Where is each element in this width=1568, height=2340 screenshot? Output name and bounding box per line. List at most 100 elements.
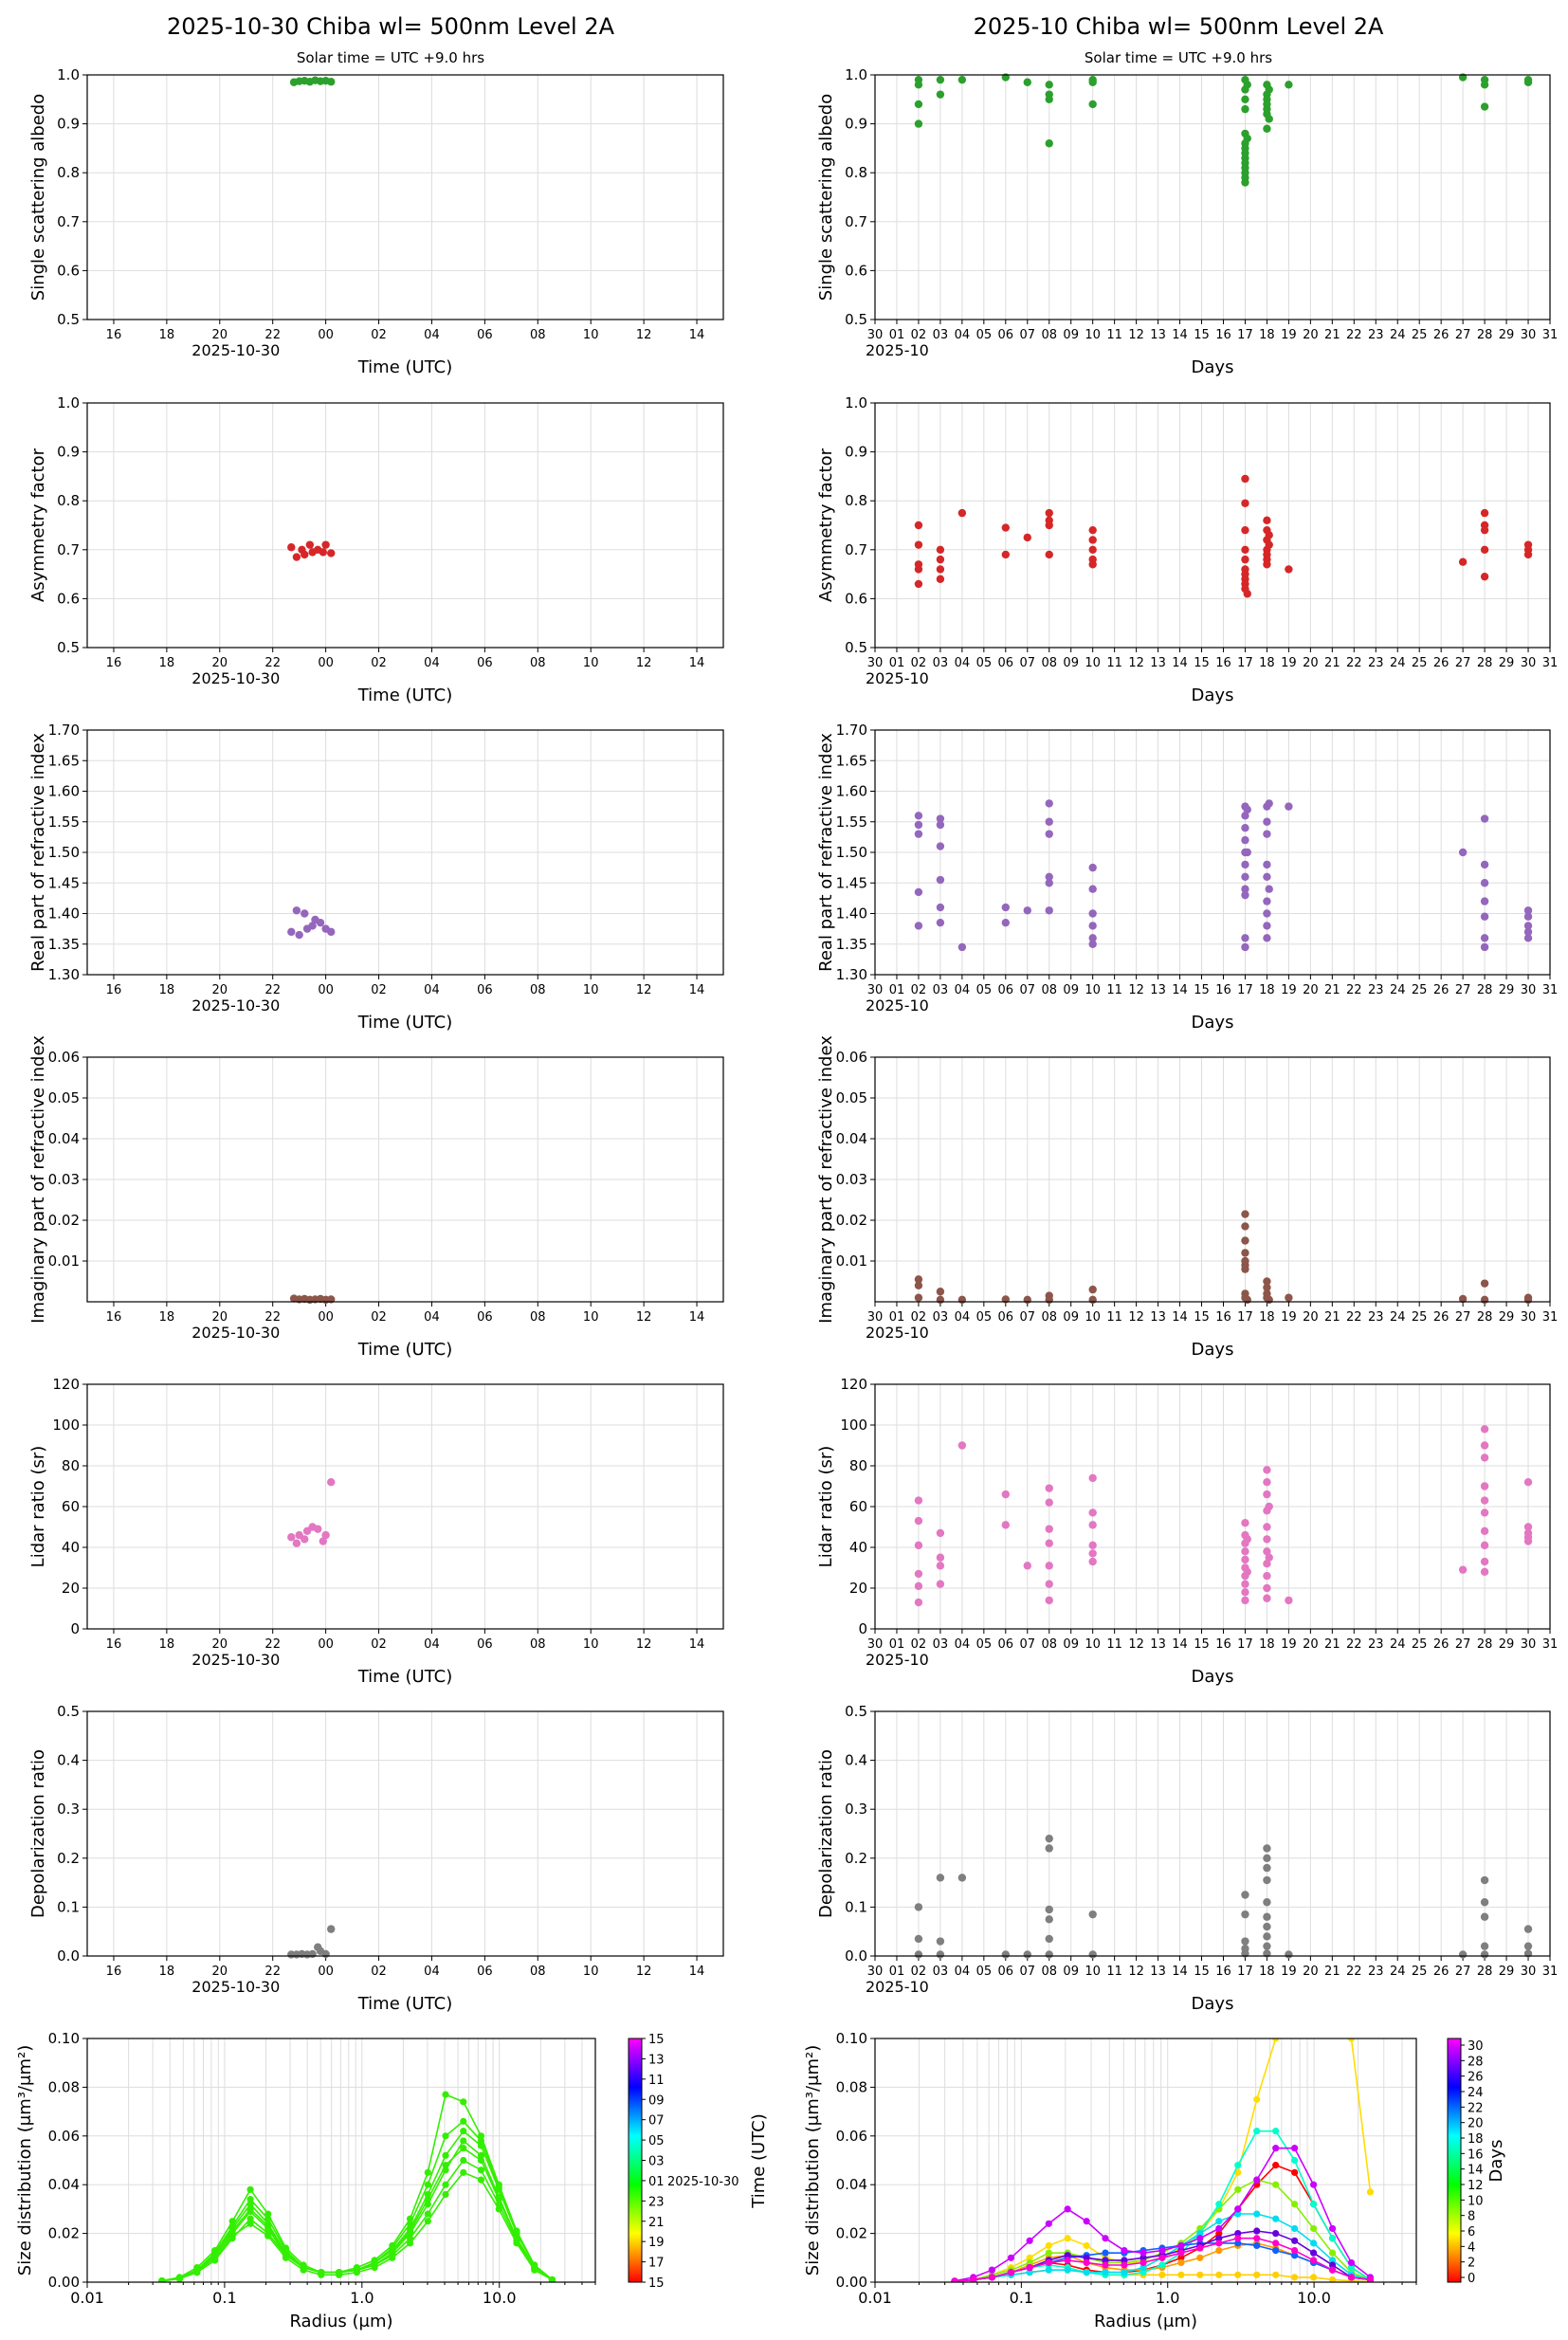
- x-tick-label: 18: [159, 1965, 175, 1979]
- x-tick-label: 30: [867, 656, 884, 670]
- y-axis-label: Real part of refractive index: [816, 733, 836, 972]
- data-point: [1263, 1571, 1271, 1581]
- x-tick-label: 24: [1390, 1965, 1406, 1979]
- data-point: [1263, 830, 1271, 838]
- series-point: [1328, 2261, 1337, 2269]
- series-point: [353, 2266, 360, 2274]
- series-point: [531, 2263, 538, 2272]
- data-point: [936, 820, 945, 830]
- y-tick-label: 1.50: [836, 844, 867, 861]
- month-label: 2025-10: [866, 341, 929, 359]
- colorbar-tick-label: 28: [1468, 2055, 1484, 2069]
- axes-frame: [874, 1383, 1551, 1630]
- data-point: [914, 1496, 923, 1505]
- series-point: [442, 2162, 449, 2169]
- data-point: [1263, 909, 1271, 918]
- series-point: [988, 2266, 995, 2274]
- y-axis-label: Asymmetry factor: [28, 448, 48, 602]
- data-point: [1480, 1912, 1489, 1921]
- x-tick-label: 29: [1499, 983, 1515, 997]
- series-point: [1177, 2258, 1185, 2267]
- x-tick-label: 24: [1390, 1310, 1406, 1325]
- x-tick-label: 26: [1433, 983, 1449, 997]
- x-axis-label: Days: [1192, 1340, 1234, 1360]
- data-point: [936, 1562, 945, 1570]
- series-point: [1234, 2271, 1242, 2278]
- series-point: [389, 2249, 396, 2257]
- series-point: [1215, 2230, 1223, 2238]
- y-tick-label: 0.5: [845, 1703, 867, 1720]
- data-point: [914, 1934, 923, 1944]
- data-point: [1045, 799, 1053, 808]
- data-point: [1480, 572, 1489, 581]
- x-axis-label: Days: [1192, 686, 1234, 705]
- data-point: [1263, 1942, 1271, 1950]
- data-point: [1263, 1594, 1271, 1602]
- series-point: [1007, 2269, 1015, 2276]
- series-point: [158, 2277, 166, 2282]
- series-point: [442, 2181, 449, 2188]
- data-point: [1001, 1521, 1011, 1529]
- y-tick-label: 0.1: [845, 1898, 867, 1915]
- x-tick-label: 19: [1281, 328, 1297, 342]
- x-tick-label: 13: [1150, 328, 1166, 342]
- date-label: 2025-10-30: [191, 1324, 280, 1342]
- y-tick-label: 80: [62, 1457, 80, 1474]
- x-tick-label: 04: [955, 656, 971, 670]
- x-tick-label: 09: [1063, 1637, 1079, 1652]
- data-point: [1263, 872, 1271, 881]
- colorbar-tick-label: 16: [1468, 2148, 1484, 2162]
- data-point: [914, 1903, 923, 1911]
- x-tick-label: 02: [911, 1965, 927, 1979]
- data-point: [1023, 1950, 1031, 1959]
- series-point: [264, 2215, 272, 2222]
- series-point: [406, 2227, 414, 2235]
- y-tick-label: 0.7: [845, 213, 867, 230]
- series-point: [1158, 2254, 1166, 2261]
- data-point: [1285, 1293, 1293, 1302]
- x-tick-label: 03: [933, 1965, 949, 1979]
- series-point: [460, 2168, 467, 2176]
- x-tick-label: 06: [998, 328, 1014, 342]
- x-tick-label: 14: [1172, 328, 1188, 342]
- x-tick-label: 08: [1041, 1637, 1057, 1652]
- y-axis-label: Lidar ratio (sr): [28, 1446, 48, 1568]
- data-point: [1045, 1539, 1053, 1547]
- data-point: [1480, 1508, 1489, 1517]
- left-figure-title: 2025-10-30 Chiba wl= 500nm Level 2A: [167, 13, 615, 40]
- right-size-distribution: 0.01 0.1 1.0 10.0 0.00 0.02 0.04 0.06 0.08 0.10 Ra…: [803, 2030, 1417, 2331]
- x-tick-label: 26: [1433, 1965, 1449, 1979]
- y-tick-label: 1.35: [836, 936, 867, 953]
- data-point: [1241, 1937, 1249, 1946]
- data-point: [1088, 545, 1097, 554]
- y-tick-label: 1.55: [836, 814, 867, 831]
- x-tick-label: 13: [1150, 1965, 1166, 1979]
- colorbar-tick-label: 24: [1468, 2086, 1484, 2100]
- x-tick-label: 05: [976, 1965, 993, 1979]
- x-tick-label: 16: [1215, 1310, 1231, 1325]
- data-point: [1241, 95, 1249, 104]
- data-point: [1263, 516, 1271, 525]
- data-point: [1088, 934, 1097, 942]
- y-tick-label: 1.40: [836, 905, 867, 923]
- series-point: [1272, 2246, 1280, 2255]
- y-tick-label: 0.9: [57, 116, 80, 133]
- x-tick-label: 18: [159, 656, 175, 670]
- series-point: [495, 2196, 502, 2203]
- data-point: [1088, 100, 1097, 109]
- y-tick-label: 0.7: [57, 213, 80, 230]
- colorbar-tick-label: 26: [1468, 2071, 1484, 2085]
- series-point: [1272, 2181, 1280, 2188]
- data-point: [1241, 499, 1249, 507]
- colorbar-tick-label: 12: [1468, 2179, 1484, 2193]
- series-point: [1026, 2237, 1033, 2244]
- data-point: [914, 922, 923, 930]
- x-tick-label: 20: [212, 328, 228, 342]
- x-tick-label: 03: [933, 1310, 949, 1325]
- data-point: [1263, 860, 1271, 869]
- data-point: [914, 521, 923, 530]
- series-point: [442, 2132, 449, 2140]
- month-label: 2025-10: [866, 669, 929, 687]
- data-point: [1241, 1236, 1249, 1245]
